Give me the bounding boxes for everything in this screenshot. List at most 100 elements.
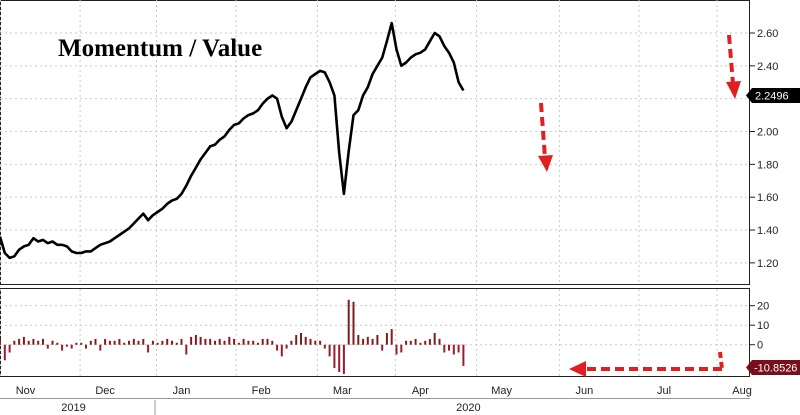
- bar: [3, 344, 6, 361]
- bar: [242, 338, 245, 345]
- bar: [61, 344, 64, 351]
- x-tick-label: Apr: [412, 385, 429, 397]
- bar: [266, 338, 269, 345]
- bar: [462, 344, 465, 366]
- bar: [424, 340, 427, 345]
- momentum-value-line: [0, 21, 465, 260]
- b-y-tick-label: 10: [757, 320, 769, 332]
- bar: [237, 342, 240, 345]
- bar: [18, 338, 21, 345]
- red-arrow-horizontal: [569, 351, 724, 377]
- x-tick-label: Jul: [657, 385, 671, 397]
- bar: [228, 336, 231, 345]
- bar: [247, 340, 250, 345]
- b-y-tick-label: 20: [757, 301, 769, 313]
- bar: [409, 340, 412, 345]
- bar: [156, 342, 159, 345]
- bar: [271, 340, 274, 345]
- bar: [132, 338, 135, 345]
- y-tick-label: 2.60: [757, 28, 778, 40]
- bottom-gridlines: [0, 289, 750, 377]
- bar: [214, 340, 216, 345]
- bar: [390, 329, 393, 345]
- bar: [190, 336, 193, 345]
- bar: [218, 338, 221, 345]
- bar: [194, 335, 197, 345]
- bar: [233, 338, 236, 345]
- bar: [22, 336, 25, 345]
- bar: [161, 340, 164, 345]
- bar: [362, 338, 365, 345]
- bar: [338, 344, 341, 372]
- bottom-panel-frame: [0, 288, 750, 377]
- bar: [414, 338, 417, 345]
- top-panel-frame: [0, 0, 750, 285]
- bar: [113, 340, 116, 345]
- bar: [357, 335, 360, 345]
- bar: [257, 342, 259, 345]
- bar: [443, 344, 446, 353]
- last-value-badge-top: 2.2496: [746, 88, 800, 103]
- bar: [13, 340, 16, 345]
- bar: [295, 335, 298, 345]
- top-y-axis: 1.201.401.601.802.002.202.402.60: [750, 28, 778, 270]
- top-gridlines: [0, 0, 750, 285]
- bar: [94, 338, 97, 345]
- bar: [405, 340, 408, 345]
- y-tick-label: 2.00: [757, 127, 778, 139]
- x-tick-label: Aug: [732, 385, 752, 397]
- last-value-label-bottom: -10.8526: [754, 363, 797, 375]
- bar: [395, 344, 398, 355]
- bar: [328, 344, 331, 357]
- bar: [285, 344, 288, 349]
- bar: [75, 342, 78, 345]
- x-tick-label: Jun: [576, 385, 594, 397]
- bar: [185, 344, 188, 355]
- bar: [137, 340, 140, 345]
- y-tick-label: 1.20: [757, 258, 778, 270]
- y-tick-label: 2.40: [757, 61, 778, 73]
- bar: [89, 340, 92, 345]
- bar: [376, 335, 379, 345]
- x-tick-label: Mar: [333, 385, 352, 397]
- x-tick-label: Feb: [252, 385, 271, 397]
- bar: [304, 336, 307, 345]
- bar: [199, 336, 202, 345]
- x-tick-label: Nov: [16, 385, 36, 397]
- bar: [0, 338, 1, 345]
- red-arrow-may: [538, 102, 553, 172]
- bar: [108, 340, 111, 345]
- bar: [261, 338, 264, 345]
- bar: [65, 344, 68, 347]
- x-tick-label: Dec: [95, 385, 115, 397]
- bar: [175, 342, 178, 345]
- bar: [252, 340, 255, 345]
- bar: [32, 338, 35, 345]
- bar: [400, 344, 403, 353]
- bar: [118, 338, 121, 345]
- bar: [104, 338, 107, 345]
- bar: [171, 340, 173, 345]
- bar: [323, 344, 326, 349]
- bar: [151, 340, 154, 345]
- red-arrow-aug: [726, 34, 741, 99]
- bar: [371, 338, 374, 345]
- bar: [333, 344, 336, 369]
- x-tick-label: May: [491, 385, 512, 397]
- bar: [70, 344, 73, 349]
- bar: [366, 336, 369, 345]
- y-tick-label: 1.80: [757, 159, 778, 171]
- x-year-label: 2019: [61, 402, 85, 414]
- bar: [142, 338, 145, 345]
- bar: [147, 344, 150, 353]
- bar: [309, 338, 312, 345]
- bar: [290, 340, 293, 345]
- bar: [385, 333, 388, 345]
- bar: [85, 344, 87, 349]
- bottom-y-axis: 20 10 0: [750, 301, 769, 352]
- y-tick-label: 1.60: [757, 192, 778, 204]
- bar: [37, 340, 40, 345]
- bar: [80, 342, 83, 345]
- bar: [300, 333, 302, 345]
